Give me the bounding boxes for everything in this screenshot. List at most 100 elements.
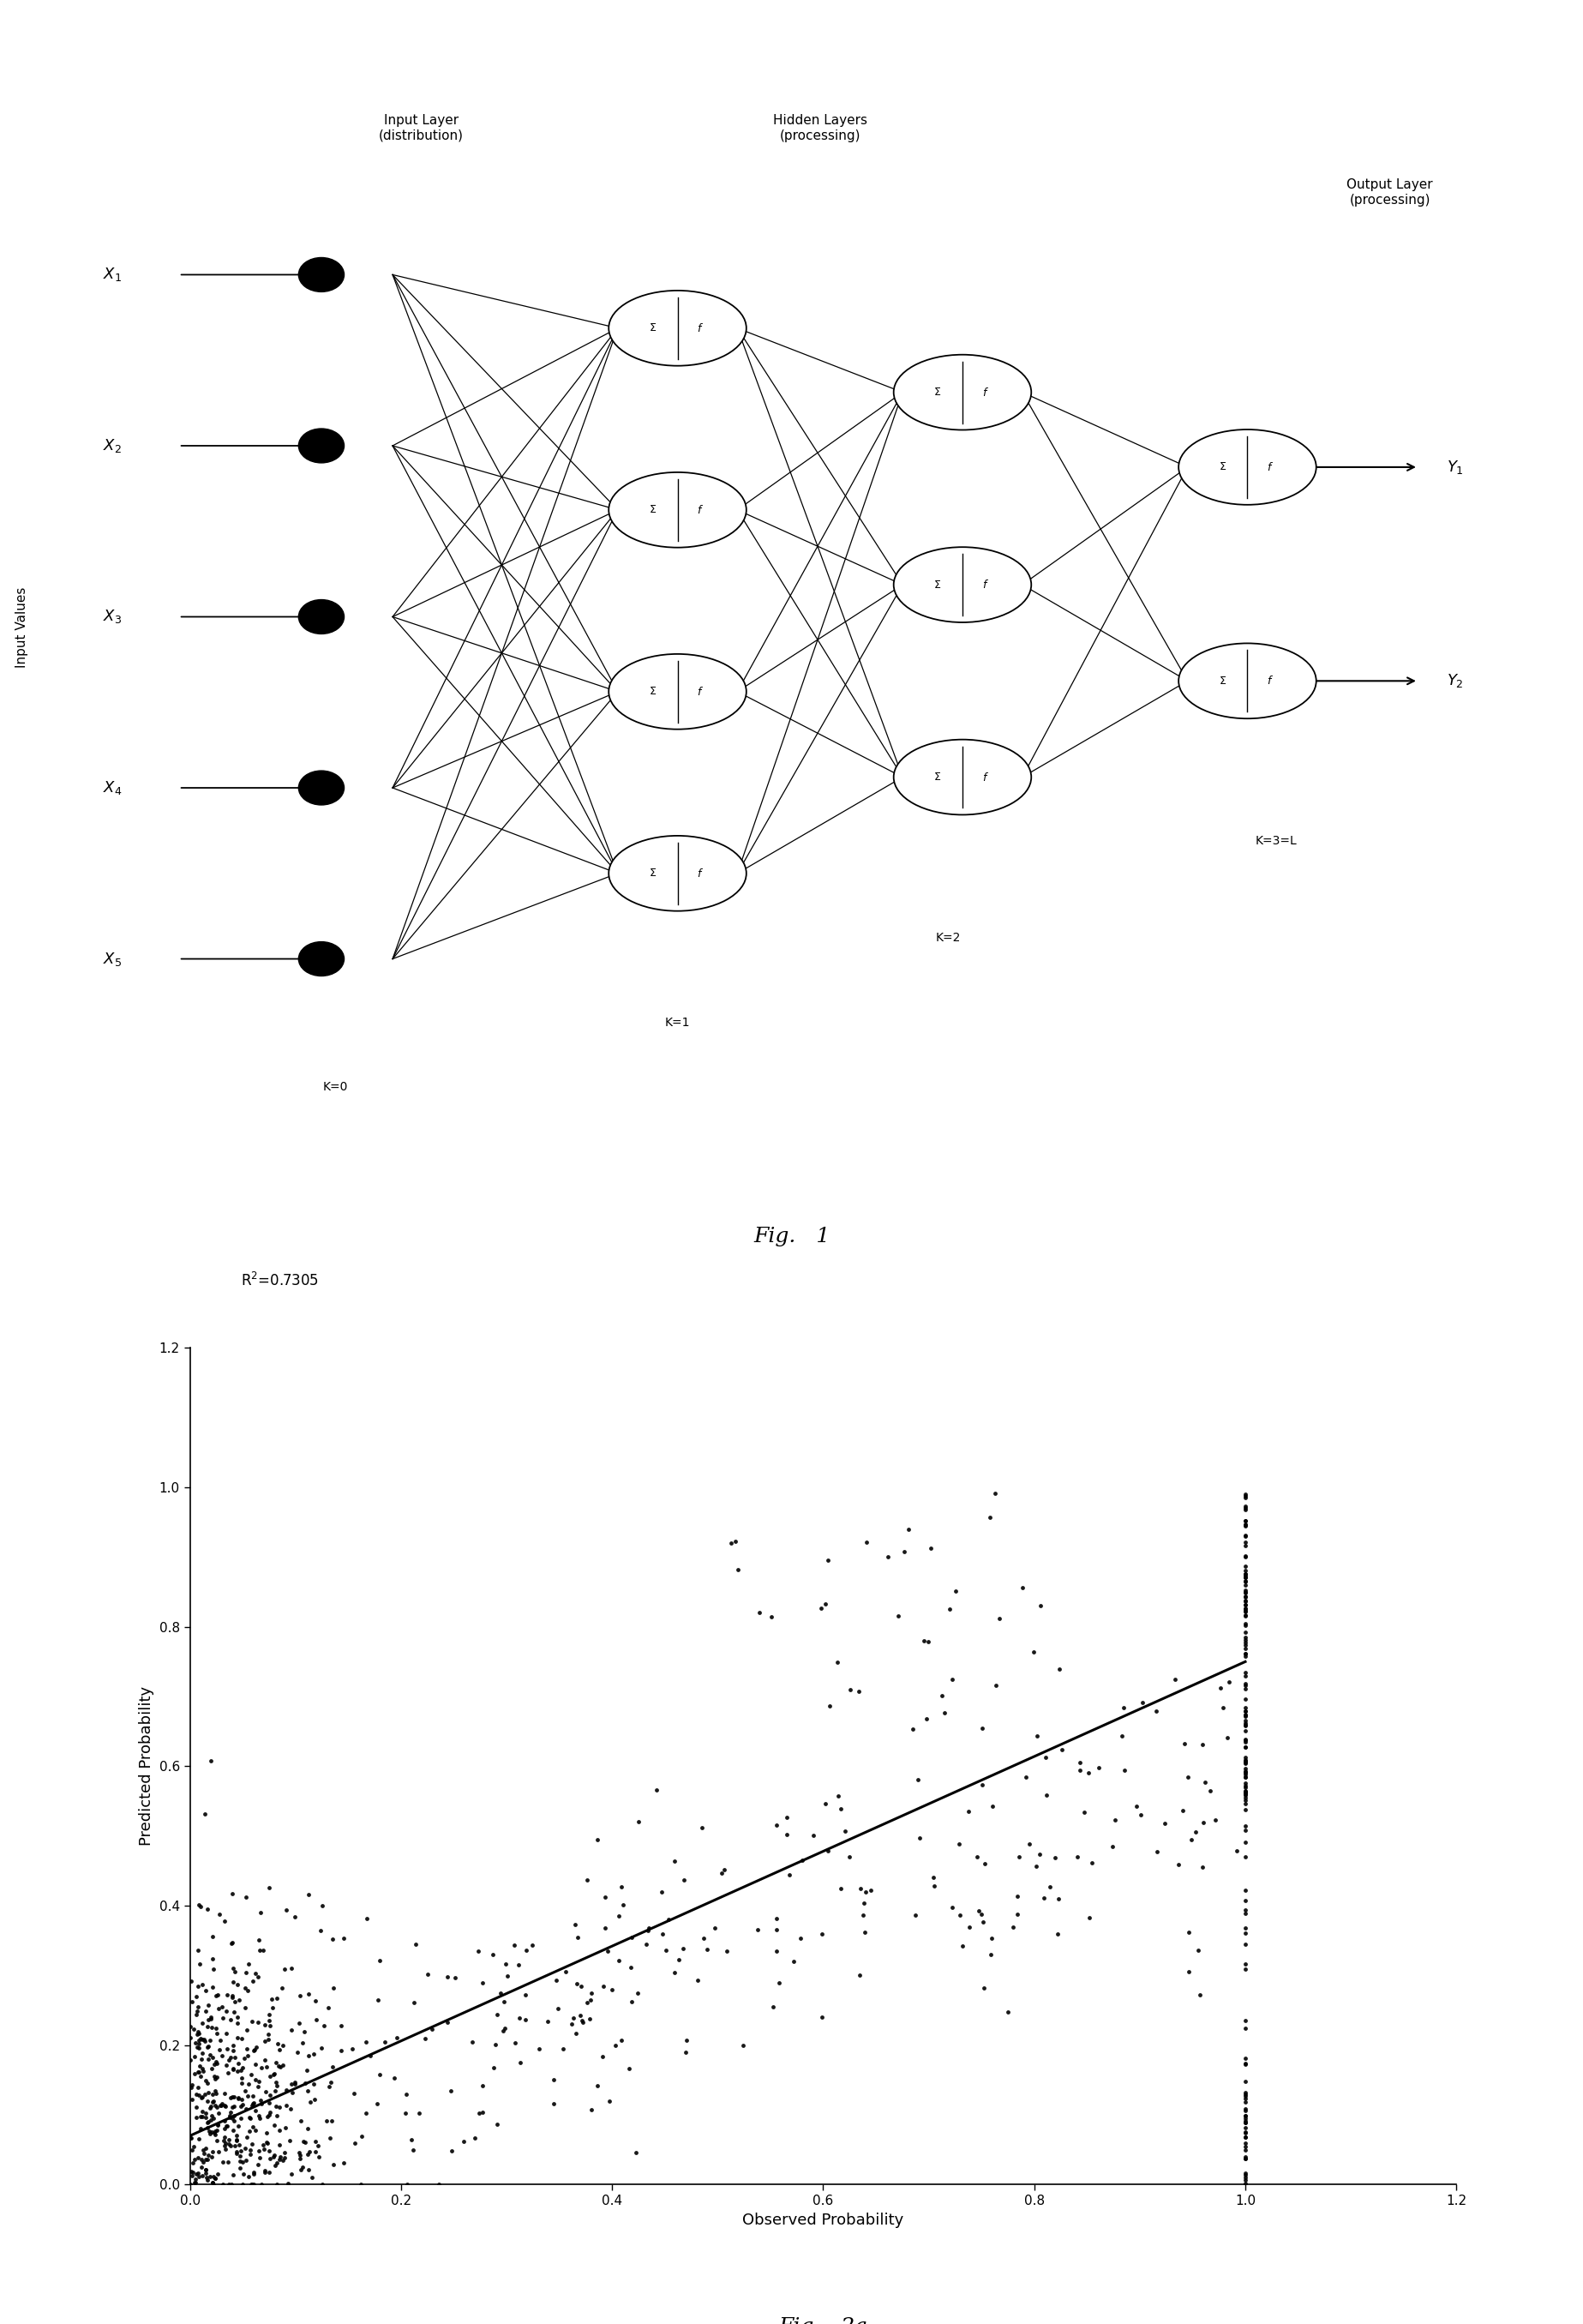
Point [266, 2047, 291, 2085]
Point [199, 2113, 225, 2150]
Point [272, 2133, 298, 2171]
Text: Hidden Layers
(processing): Hidden Layers (processing) [773, 114, 867, 142]
Point [382, 2059, 407, 2096]
Point [1216, 1664, 1241, 1701]
Point [282, 2064, 307, 2101]
Point [494, 1957, 519, 1994]
X-axis label: Observed Probability: Observed Probability [742, 2212, 904, 2229]
Point [222, 2096, 247, 2133]
Point [256, 2085, 282, 2122]
Point [184, 2029, 209, 2066]
Point [198, 2089, 223, 2126]
Point [225, 1999, 250, 2036]
Point [299, 2159, 325, 2196]
Point [774, 1815, 799, 1852]
Text: $f$: $f$ [1266, 460, 1274, 474]
Point [195, 2108, 220, 2145]
Point [1086, 1750, 1111, 1787]
Point [619, 1982, 644, 2020]
Point [294, 2110, 320, 2147]
Point [1010, 1569, 1035, 1606]
Point [282, 1899, 307, 1936]
Point [193, 2159, 218, 2196]
Point [1233, 2075, 1258, 2113]
Point [1233, 2078, 1258, 2115]
Point [1027, 1836, 1053, 1873]
Point [223, 2122, 249, 2159]
Point [302, 2122, 328, 2159]
Point [204, 2059, 230, 2096]
Point [204, 2045, 230, 2082]
Point [560, 1999, 586, 2036]
Point [212, 2117, 237, 2154]
Point [1233, 1780, 1258, 1817]
Point [1233, 1708, 1258, 1745]
Point [1233, 1773, 1258, 1810]
Point [223, 2136, 249, 2173]
Point [212, 2126, 237, 2164]
Point [231, 2154, 256, 2192]
Point [236, 2066, 261, 2103]
Point [220, 2027, 245, 2064]
Point [306, 2138, 331, 2175]
Point [1233, 1525, 1258, 1562]
Text: $f$: $f$ [981, 386, 989, 397]
Point [212, 2110, 237, 2147]
Point [193, 2094, 218, 2131]
Point [317, 2068, 342, 2106]
Point [1233, 1657, 1258, 1694]
Point [321, 2145, 347, 2182]
Point [195, 2082, 220, 2119]
Point [470, 1964, 495, 2001]
Point [260, 1980, 285, 2017]
Point [1211, 1690, 1236, 1727]
Point [190, 1966, 215, 2003]
Point [513, 1931, 538, 1968]
Point [204, 1975, 230, 2013]
Point [185, 2138, 211, 2175]
Point [348, 2166, 374, 2203]
Point [187, 2024, 212, 2061]
Point [1233, 2119, 1258, 2157]
Point [1233, 1910, 1258, 1948]
Point [372, 2024, 397, 2061]
Point [1152, 1806, 1178, 1843]
Point [258, 2008, 283, 2045]
Point [1233, 2164, 1258, 2201]
Point [252, 2006, 277, 2043]
Point [513, 2001, 538, 2038]
Point [592, 1878, 617, 1915]
Point [1233, 2115, 1258, 2152]
Point [1233, 1578, 1258, 1615]
Point [513, 1975, 538, 2013]
Point [313, 2103, 339, 2140]
Point [1233, 1752, 1258, 1789]
Point [1233, 1590, 1258, 1627]
Point [1233, 1697, 1258, 1734]
Point [1233, 1518, 1258, 1555]
Point [206, 2031, 231, 2068]
Point [225, 2080, 250, 2117]
Point [218, 2001, 244, 2038]
Point [1233, 1506, 1258, 1543]
Point [579, 2092, 605, 2129]
Point [249, 1894, 274, 1931]
Point [812, 1585, 837, 1622]
Point [241, 2085, 266, 2122]
Point [875, 1538, 901, 1576]
Point [250, 2126, 275, 2164]
Point [190, 2078, 215, 2115]
Point [1233, 2101, 1258, 2138]
Point [321, 1968, 347, 2006]
Point [507, 2043, 532, 2080]
Point [1233, 1597, 1258, 1634]
Point [245, 2131, 271, 2168]
Point [1110, 1717, 1135, 1755]
Point [244, 2029, 269, 2066]
Point [233, 2131, 258, 2168]
Point [491, 2013, 516, 2050]
Point [1046, 1880, 1072, 1917]
Point [204, 2106, 230, 2143]
Point [1233, 1578, 1258, 1615]
Point [198, 2036, 223, 2073]
